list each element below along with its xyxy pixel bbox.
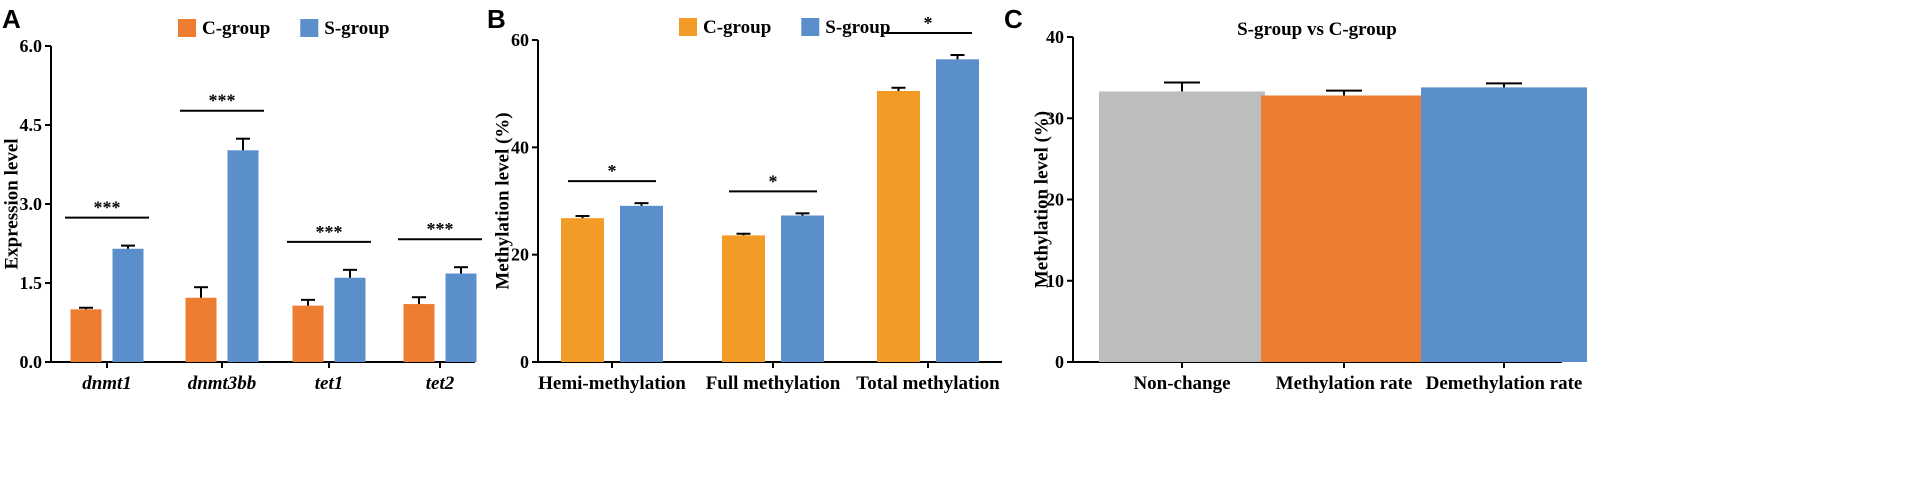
bar-c-group-dnmt1 [70,309,102,362]
y-tick-label: 30 [1046,108,1064,128]
legend-label-s-group: S-group [324,18,389,39]
significance-label: * [924,13,933,33]
x-tick-label: dnmt1 [82,373,132,394]
significance-label: * [608,161,617,181]
x-tick-label: Total methylation [856,373,1000,394]
bar-methylation-rate [1261,95,1427,362]
bar-s-group-dnmt1 [112,248,144,362]
y-tick-label: 60 [511,30,529,50]
bar-s-group-dnmt3bb [227,150,259,362]
y-tick-label: 0.0 [20,352,43,372]
y-tick-label: 40 [1046,27,1064,47]
legend-swatch-c-group [679,18,697,36]
x-tick-label: Non-change [1133,373,1230,394]
x-tick-label: Hemi-methylation [538,373,686,394]
legend-label-c-group: C-group [703,17,771,38]
y-tick-label: 40 [511,137,529,157]
x-tick-label: Demethylation rate [1426,373,1583,394]
panel-b: B 0 20 40 60 Methylation level (%) Hemi-methy… [487,4,1002,394]
bar-c-group-dnmt3bb [185,297,217,362]
significance-label: *** [209,91,236,111]
bar-non-change [1099,91,1265,362]
bar-s-group-hemi-methylation [620,205,663,362]
legend-label-s-group: S-group [825,17,890,38]
bar-c-group-full-methylation [722,235,765,362]
x-tick-label: Methylation rate [1276,373,1413,394]
bar-s-group-total-methylation [936,59,979,362]
panel-a: A 0.0 1.5 3.0 4.5 6.0 Expression level dnmt1 **… [2,4,482,394]
significance-label: *** [427,219,454,239]
bar-s-group-tet2 [445,273,477,362]
chart-title: S-group vs C-group [1237,19,1397,40]
y-tick-label: 0 [1055,352,1064,372]
y-tick-label: 0 [520,352,529,372]
x-tick-label: tet1 [315,373,344,394]
bar-c-group-tet1 [292,305,324,362]
x-tick-label: Full methylation [706,373,841,394]
significance-label: *** [94,198,121,218]
x-tick-label: dnmt3bb [188,373,257,394]
significance-label: * [769,171,778,191]
panel-b-letter: B [487,4,506,34]
y-axis-title: Expression level [2,138,23,269]
y-tick-label: 10 [1046,271,1064,291]
legend-label-c-group: C-group [202,18,270,39]
y-tick-label: 20 [1046,190,1064,210]
bar-s-group-tet1 [334,277,366,362]
panel-c: C 0 10 20 30 40 Methylation level (%) Non-chan… [1004,4,1587,394]
panel-c-letter: C [1004,4,1023,34]
y-tick-label: 1.5 [20,273,43,293]
bar-c-group-total-methylation [877,90,920,362]
y-axis-title: Methylation level (%) [1032,111,1053,288]
x-tick-label: tet2 [426,373,455,394]
panel-a-letter: A [2,4,21,34]
legend-swatch-c-group [178,19,196,37]
y-tick-label: 3.0 [20,194,43,214]
bar-demethylation-rate [1421,87,1587,362]
y-tick-label: 4.5 [20,115,43,135]
bar-s-group-full-methylation [781,215,824,362]
bar-c-group-hemi-methylation [561,218,604,362]
y-tick-label: 6.0 [20,36,43,56]
y-axis-title: Methylation level (%) [493,112,514,289]
significance-label: *** [316,222,343,242]
bar-c-group-tet2 [403,304,435,362]
y-tick-label: 20 [511,245,529,265]
legend-swatch-s-group [300,19,319,37]
legend-swatch-s-group [801,18,820,36]
